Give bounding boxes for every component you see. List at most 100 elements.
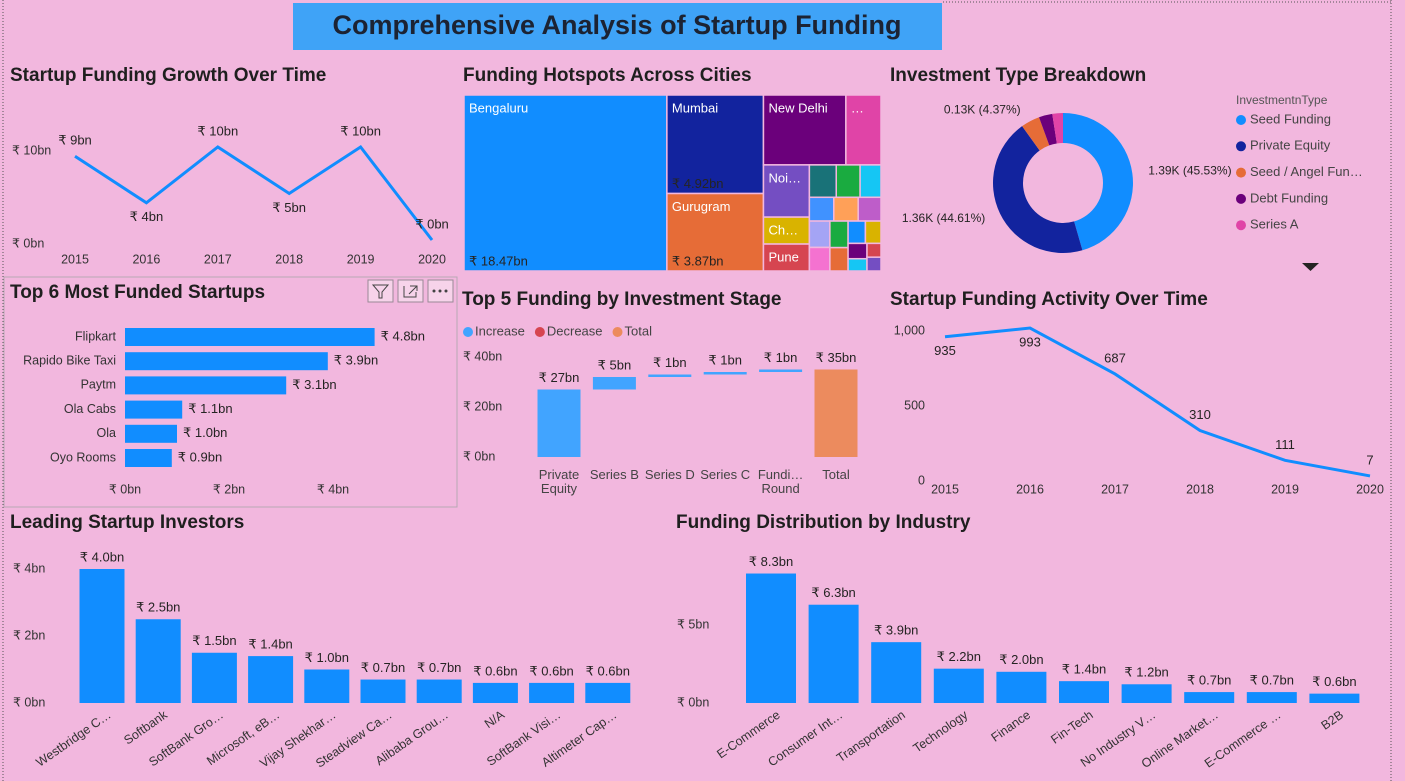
cell-label: Mumbai bbox=[672, 100, 718, 115]
cell-value: ₹ 18.47bn bbox=[469, 253, 528, 268]
legend-marker bbox=[1236, 167, 1246, 178]
data-label: ₹ 0.6bn bbox=[529, 663, 573, 678]
section-title: Leading Startup Investors bbox=[10, 512, 244, 533]
title-box bbox=[293, 3, 942, 50]
waterfall-bar bbox=[537, 389, 581, 457]
y-tick-label: 1,000 bbox=[894, 323, 925, 337]
waterfall-total bbox=[814, 369, 858, 457]
data-label: ₹ 6.3bn bbox=[811, 585, 855, 600]
x-tick-label: 2019 bbox=[347, 252, 375, 266]
x-tick-label: 2017 bbox=[204, 252, 232, 266]
treemap-cell bbox=[808, 196, 835, 222]
y-tick-label: ₹ 0bn bbox=[677, 695, 709, 709]
y-tick-label: Flipkart bbox=[75, 329, 117, 343]
bar bbox=[1059, 681, 1109, 703]
data-label: ₹ 1bn bbox=[708, 352, 742, 367]
dot bbox=[432, 289, 436, 293]
legend-marker bbox=[534, 327, 545, 337]
data-label: ₹ 0.6bn bbox=[473, 663, 517, 678]
bar bbox=[360, 679, 406, 703]
y-tick-label: ₹ 2bn bbox=[13, 628, 45, 642]
x-tick-label: 2017 bbox=[1101, 482, 1129, 496]
data-label: ₹ 0.7bn bbox=[417, 660, 461, 675]
data-label: 993 bbox=[1019, 334, 1041, 349]
donut-slice bbox=[1039, 113, 1057, 146]
treemap-cell bbox=[463, 94, 668, 272]
bar bbox=[1121, 684, 1172, 703]
treemap-cell bbox=[847, 220, 867, 245]
bar bbox=[79, 569, 125, 703]
section-title: Top 6 Most Funded Startups bbox=[10, 282, 265, 303]
cell-label: New Delhi bbox=[768, 100, 827, 115]
section-title: Funding Hotspots Across Cities bbox=[463, 65, 752, 86]
dot bbox=[438, 289, 442, 293]
legend-scroll-arrow[interactable] bbox=[1302, 263, 1319, 271]
data-label: ₹ 4.8bn bbox=[381, 328, 425, 343]
legend-marker bbox=[1236, 115, 1246, 125]
x-tick-label: Series B bbox=[589, 468, 639, 482]
data-label: ₹ 1.4bn bbox=[1062, 662, 1106, 677]
data-label: 0.13K (4.37%) bbox=[944, 103, 1021, 117]
bar bbox=[191, 652, 237, 703]
data-label: ₹ 27bn bbox=[539, 370, 580, 385]
cell-label: Noi… bbox=[768, 170, 801, 185]
data-label: ₹ 3.9bn bbox=[874, 623, 918, 638]
bar bbox=[996, 671, 1047, 703]
visual-toolbar bbox=[367, 279, 454, 303]
data-label: 7 bbox=[1366, 452, 1373, 467]
donut-slice bbox=[993, 126, 1083, 253]
y-tick-label: ₹ 40bn bbox=[463, 349, 502, 363]
legend-label: Increase bbox=[475, 323, 525, 338]
data-label: ₹ 8.3bn bbox=[749, 554, 793, 569]
data-label: ₹ 5bn bbox=[598, 357, 632, 372]
data-label: ₹ 4.0bn bbox=[80, 549, 124, 564]
x-tick-label: 2018 bbox=[275, 252, 303, 266]
data-label: ₹ 0.7bn bbox=[361, 660, 405, 675]
filter-icon bbox=[371, 284, 390, 299]
legend-title: InvestmentnType bbox=[1236, 93, 1328, 107]
x-tick-label: Fundi… Round bbox=[757, 468, 804, 496]
bar bbox=[1184, 692, 1235, 703]
focus-button[interactable] bbox=[397, 279, 424, 303]
section-title: Startup Funding Growth Over Time bbox=[10, 65, 326, 86]
section-title: Investment Type Breakdown bbox=[890, 65, 1146, 86]
y-tick-label: Paytm bbox=[81, 378, 116, 392]
treemap-cell bbox=[829, 220, 849, 249]
bar bbox=[808, 604, 859, 703]
data-label: 310 bbox=[1189, 407, 1211, 422]
bar bbox=[871, 642, 922, 703]
data-label: ₹ 0.9bn bbox=[178, 449, 222, 464]
donut-slice bbox=[1063, 113, 1133, 251]
x-tick-label: Total bbox=[822, 468, 850, 482]
y-tick-label: ₹ 0bn bbox=[13, 695, 45, 709]
cell-label: Gurugram bbox=[672, 199, 731, 214]
line bbox=[944, 326, 1371, 478]
data-label: ₹ 1.4bn bbox=[248, 637, 292, 652]
x-tick-label-box: Series D bbox=[645, 468, 695, 482]
x-tick-label: 2015 bbox=[931, 482, 959, 496]
y-tick-label: Oyo Rooms bbox=[50, 450, 116, 464]
data-label: ₹ 1.0bn bbox=[183, 425, 227, 440]
data-label: ₹ 0.6bn bbox=[586, 663, 630, 678]
cell-label: Pune bbox=[768, 249, 798, 264]
treemap-cell bbox=[833, 196, 859, 222]
bar bbox=[125, 328, 375, 346]
donut-slice bbox=[1052, 113, 1063, 144]
bar bbox=[125, 424, 177, 443]
y-tick-label: ₹ 0bn bbox=[12, 236, 44, 250]
treemap-cell bbox=[808, 220, 831, 249]
page-title: Comprehensive Analysis of Startup Fundin… bbox=[332, 10, 901, 40]
legend-label: Debt Funding bbox=[1250, 190, 1328, 205]
treemap-cell bbox=[845, 94, 882, 166]
legend-label: Total bbox=[625, 323, 653, 338]
x-tick-label: 2020 bbox=[1356, 482, 1384, 496]
y-tick-label: ₹ 20bn bbox=[463, 399, 502, 413]
treemap-cell bbox=[762, 94, 847, 166]
filter-button[interactable] bbox=[367, 279, 394, 303]
data-label: ₹ 2.2bn bbox=[937, 649, 981, 664]
legend-marker bbox=[1236, 141, 1246, 152]
treemap-cell bbox=[762, 243, 811, 272]
legend-marker bbox=[463, 327, 473, 337]
data-label: ₹ 9bn bbox=[58, 133, 92, 148]
legend-label: Decrease bbox=[547, 323, 603, 338]
